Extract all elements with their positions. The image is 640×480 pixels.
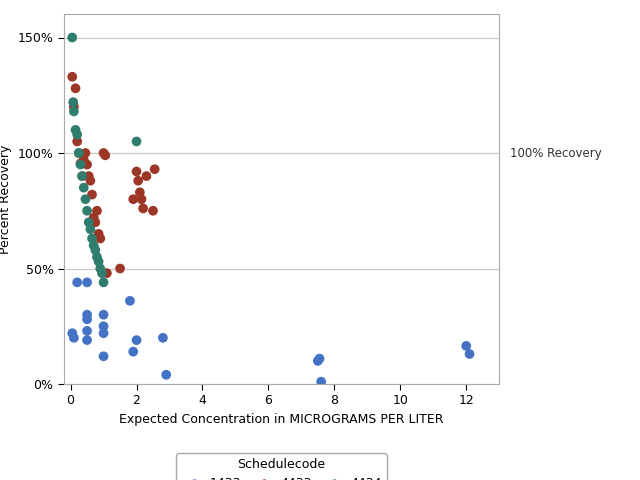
4434 bbox=[70, 126, 81, 134]
4434 bbox=[85, 226, 95, 233]
1433 bbox=[313, 357, 323, 365]
1433 bbox=[82, 311, 92, 319]
1433 bbox=[316, 378, 326, 385]
4433 bbox=[72, 138, 83, 145]
4434 bbox=[87, 235, 97, 242]
4433 bbox=[93, 230, 104, 238]
Y-axis label: Percent Recovery: Percent Recovery bbox=[0, 144, 12, 254]
4433 bbox=[148, 207, 158, 215]
1433 bbox=[99, 352, 109, 360]
4434 bbox=[80, 195, 90, 203]
4433 bbox=[74, 149, 84, 157]
1433 bbox=[72, 278, 83, 286]
1433 bbox=[82, 336, 92, 344]
4433 bbox=[77, 172, 87, 180]
4433 bbox=[95, 235, 106, 242]
1433 bbox=[82, 278, 92, 286]
1433 bbox=[82, 315, 92, 323]
4433 bbox=[85, 177, 95, 185]
4434 bbox=[82, 207, 92, 215]
4433 bbox=[150, 165, 160, 173]
4433 bbox=[100, 152, 110, 159]
4433 bbox=[99, 149, 109, 157]
4433 bbox=[131, 168, 141, 175]
4433 bbox=[134, 189, 145, 196]
1433 bbox=[465, 350, 475, 358]
1433 bbox=[99, 323, 109, 330]
4433 bbox=[70, 84, 81, 92]
4433 bbox=[67, 73, 77, 81]
4433 bbox=[80, 149, 90, 157]
4433 bbox=[88, 214, 99, 222]
4434 bbox=[77, 172, 87, 180]
4434 bbox=[72, 131, 83, 138]
X-axis label: Expected Concentration in MICROGRAMS PER LITER: Expected Concentration in MICROGRAMS PER… bbox=[119, 413, 444, 426]
4433 bbox=[76, 159, 86, 167]
4434 bbox=[131, 138, 141, 145]
1433 bbox=[68, 334, 79, 342]
4434 bbox=[88, 241, 99, 249]
4433 bbox=[128, 195, 138, 203]
4433 bbox=[102, 269, 112, 277]
4434 bbox=[99, 278, 109, 286]
4434 bbox=[95, 264, 106, 272]
4434 bbox=[84, 218, 94, 226]
1433 bbox=[67, 329, 77, 337]
1433 bbox=[128, 348, 138, 356]
4434 bbox=[68, 98, 78, 106]
4433 bbox=[87, 191, 97, 198]
4434 bbox=[90, 246, 100, 254]
4433 bbox=[141, 172, 152, 180]
4433 bbox=[133, 177, 143, 185]
4434 bbox=[97, 269, 107, 277]
4434 bbox=[79, 184, 89, 192]
4434 bbox=[92, 253, 102, 261]
1433 bbox=[314, 355, 324, 362]
4434 bbox=[93, 258, 104, 265]
1433 bbox=[131, 336, 141, 344]
Legend: 1433, 4433, 4434: 1433, 4433, 4434 bbox=[176, 453, 387, 480]
1433 bbox=[461, 342, 471, 350]
4434 bbox=[74, 149, 84, 157]
4433 bbox=[79, 156, 89, 164]
Text: 100% Recovery: 100% Recovery bbox=[510, 146, 602, 159]
1433 bbox=[82, 327, 92, 335]
4434 bbox=[68, 108, 79, 115]
4433 bbox=[68, 103, 79, 111]
1433 bbox=[99, 311, 109, 319]
1433 bbox=[99, 329, 109, 337]
4433 bbox=[138, 204, 148, 212]
4433 bbox=[136, 195, 147, 203]
4434 bbox=[67, 34, 77, 41]
1433 bbox=[125, 297, 135, 305]
4434 bbox=[76, 161, 86, 168]
1433 bbox=[158, 334, 168, 342]
4433 bbox=[92, 207, 102, 215]
4433 bbox=[82, 161, 92, 168]
1433 bbox=[161, 371, 172, 379]
4433 bbox=[115, 264, 125, 272]
4433 bbox=[90, 218, 100, 226]
4433 bbox=[84, 172, 94, 180]
